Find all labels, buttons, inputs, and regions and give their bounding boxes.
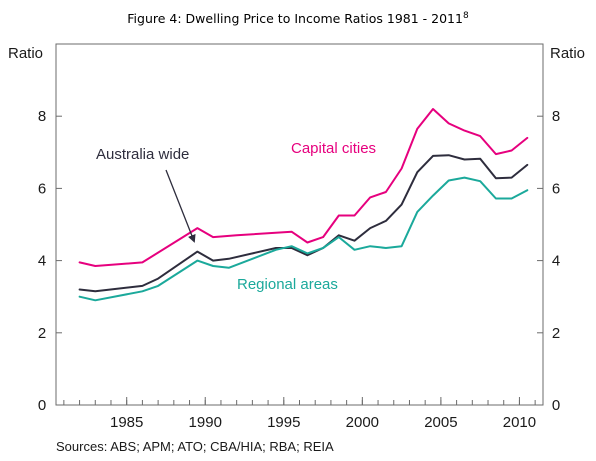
x-tick-label: 1985 (110, 414, 143, 431)
y-tick-label-right: 6 (552, 180, 560, 197)
y-unit-right: Ratio (550, 45, 585, 62)
label-australia-wide: Australia wide (96, 146, 189, 163)
y-tick-label-left: 4 (38, 253, 46, 270)
x-ticks: 1985 1990 1995 2000 2005 2010 (63, 397, 536, 431)
x-tick-label: 1990 (189, 414, 222, 431)
chart-title: Figure 4: Dwelling Price to Income Ratio… (127, 11, 469, 26)
x-tick-label: 2000 (346, 414, 379, 431)
y-tick-label-left: 8 (38, 108, 46, 125)
series-line-capital-cities (78, 108, 529, 267)
y-tick-label-left: 6 (38, 180, 46, 197)
label-regional-areas: Regional areas (237, 276, 338, 293)
y-ticks-right: 0 2 4 6 8 (537, 108, 560, 414)
label-capital-cities: Capital cities (291, 140, 376, 157)
x-tick-label: 2010 (503, 414, 536, 431)
x-tick-label: 1995 (267, 414, 300, 431)
series-lines (78, 108, 529, 302)
plot-frame (55, 43, 544, 406)
y-tick-label-right: 4 (552, 253, 560, 270)
y-tick-label-right: 2 (552, 325, 560, 342)
chart-title-text: Figure 4: Dwelling Price to Income Ratio… (127, 11, 463, 26)
x-tick-label: 2005 (424, 414, 457, 431)
y-tick-label-right: 0 (552, 397, 560, 414)
chart-title-superscript: 8 (463, 11, 469, 21)
series-line-regional-areas (78, 176, 529, 302)
series-line-australia-wide (78, 154, 529, 293)
y-tick-label-left: 2 (38, 325, 46, 342)
y-ticks-left: 0 2 4 6 8 (38, 108, 62, 414)
source-note: Sources: ABS; APM; ATO; CBA/HIA; RBA; RE… (56, 439, 334, 454)
y-tick-label-left: 0 (38, 397, 46, 414)
y-unit-left: Ratio (8, 45, 43, 62)
annotation-arrow (165, 169, 196, 243)
y-tick-label-right: 8 (552, 108, 560, 125)
